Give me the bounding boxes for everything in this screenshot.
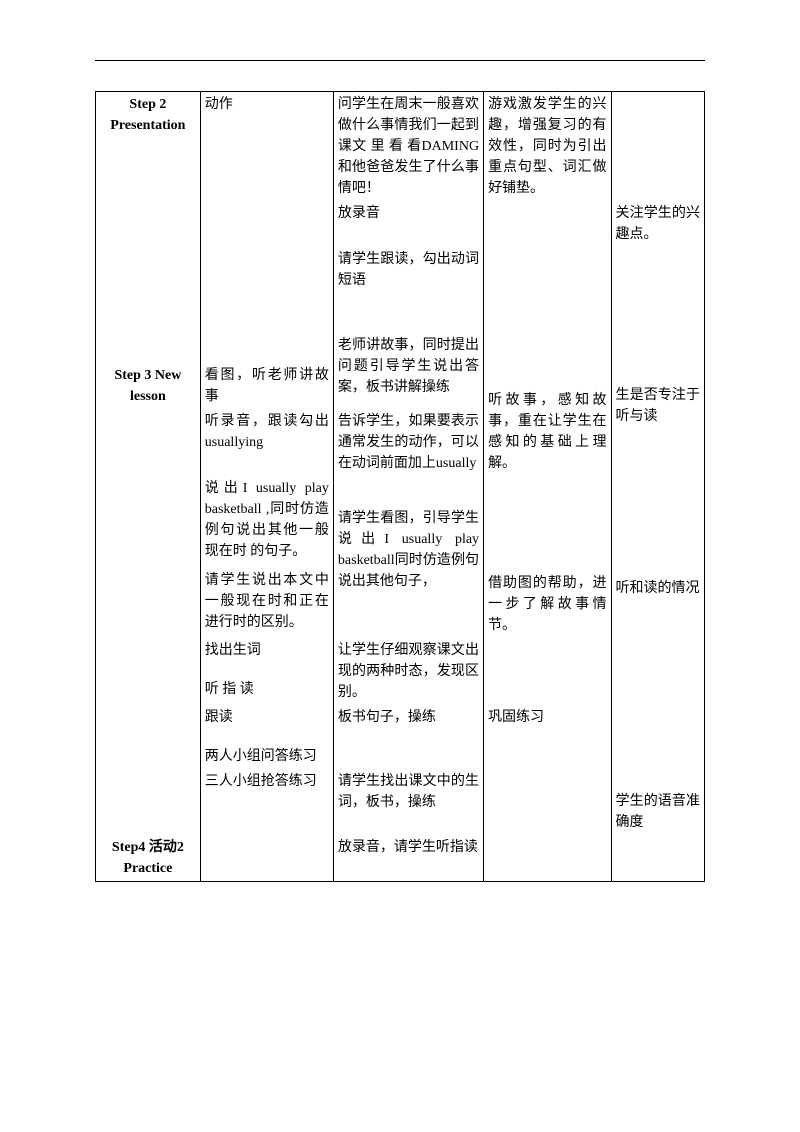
teacher-activity: 放录音，请学生听指读 [333, 835, 483, 882]
cell-text: 学生的语音准确度 [616, 791, 700, 833]
cell-text: 请学生跟读，勾出动词短语 [338, 249, 479, 291]
cell-text: 关注学生的兴趣点。 [616, 203, 700, 245]
cell-text: 听录音，跟读勾出usuallying [205, 411, 329, 453]
teacher-activity: 板书句子，操练 [333, 705, 483, 769]
cell-text: 请学生说出本文中一般现在时和正在进行时的区别。 [205, 570, 329, 633]
step-label: Step 2 Presentation [96, 92, 201, 294]
student-activity: 跟读 两人小组问答练习 [200, 705, 333, 769]
teacher-activity: 问学生在周末一般喜欢做什么事情我们一起到课文 里 看 看DAMING和他爸爸发生… [333, 92, 483, 202]
cell-text: 两人小组问答练习 [205, 746, 329, 767]
cell-text: 说出I usually play basketball ,同时仿造例句说出其他一… [205, 478, 329, 562]
cell-text: 放录音，请学生听指读 [338, 837, 479, 858]
teacher-activity: 让学生仔细观察课文出现的两种时态，发现区别。 [333, 638, 483, 705]
teacher-activity: 请学生跟读，勾出动词短语 [333, 247, 483, 293]
notes: 学生的语音准确度 [611, 769, 704, 835]
notes [611, 247, 704, 293]
cell-text: 听 指 读 [205, 679, 329, 700]
teacher-activity: 告诉学生，如果要表示通常发生的动作，可以在动词前面加上usually [333, 409, 483, 476]
purpose: 听故事，感知故事，重在让学生在感知的基础上理解。 [484, 293, 611, 476]
student-activity: 请学生说出本文中一般现在时和正在进行时的区别。 [200, 568, 333, 638]
step-label: Step4 活动2 Practice [96, 835, 201, 882]
teacher-activity: 老师讲故事，同时提出问题引导学生说出答案，板书讲解操练 [333, 293, 483, 409]
step-text: Step 3 New lesson [100, 365, 196, 407]
notes [611, 835, 704, 882]
teacher-activity: 放录音 [333, 201, 483, 247]
teacher-activity: 请学生看图，引导学生说出I usually play basketball同时仿… [333, 476, 483, 638]
student-activity: 听录音，跟读勾出usuallying [200, 409, 333, 476]
student-activity: 三人小组抢答练习 [200, 769, 333, 835]
cell-text: 请学生看图，引导学生说出I usually play basketball同时仿… [338, 508, 479, 592]
cell-text: 三人小组抢答练习 [205, 771, 329, 792]
notes: 听和读的情况 [611, 476, 704, 638]
notes: 生是否专注于听与读 [611, 293, 704, 476]
cell-text: 放录音 [338, 203, 479, 224]
purpose: 巩固练习 [484, 705, 611, 769]
teacher-activity: 请学生找出课文中的生词，板书，操练 [333, 769, 483, 835]
purpose [484, 835, 611, 882]
step-label: Step 3 New lesson [96, 293, 201, 835]
cell-text: 听和读的情况 [616, 578, 700, 599]
cell-text: 游戏激发学生的兴趣，增强复习的有效性，同时为引出重点句型、词汇做好铺垫。 [488, 94, 606, 199]
lesson-plan-table: Step 2 Presentation 动作 问学生在周末一般喜欢做什么事情我们… [95, 91, 705, 882]
cell-text: 找出生词 [205, 640, 329, 661]
table-row: Step 3 New lesson 看图，听老师讲故事 老师讲故事，同时提出问题… [96, 293, 705, 409]
cell-text: 告诉学生，如果要表示通常发生的动作，可以在动词前面加上usually [338, 411, 479, 474]
cell-text: 让学生仔细观察课文出现的两种时态，发现区别。 [338, 640, 479, 703]
cell-text: 问学生在周末一般喜欢做什么事情我们一起到课文 里 看 看DAMING和他爸爸发生… [338, 94, 479, 199]
student-activity: 说出I usually play basketball ,同时仿造例句说出其他一… [200, 476, 333, 568]
cell-text: 跟读 [205, 707, 329, 728]
top-rule [95, 60, 705, 61]
cell-text: 老师讲故事，同时提出问题引导学生说出答案，板书讲解操练 [338, 335, 479, 398]
page: Step 2 Presentation 动作 问学生在周末一般喜欢做什么事情我们… [0, 0, 800, 1132]
purpose [484, 638, 611, 705]
cell-text: 板书句子，操练 [338, 707, 479, 728]
cell-text: 看图，听老师讲故事 [205, 365, 329, 407]
notes [611, 92, 704, 202]
cell-text: 巩固练习 [488, 707, 606, 728]
notes [611, 638, 704, 705]
cell-text: 请学生找出课文中的生词，板书，操练 [338, 771, 479, 813]
purpose [484, 769, 611, 835]
student-activity: 看图，听老师讲故事 [200, 293, 333, 409]
notes [611, 705, 704, 769]
cell-text: 听故事，感知故事，重在让学生在感知的基础上理解。 [488, 390, 606, 474]
notes: 关注学生的兴趣点。 [611, 201, 704, 247]
table-row: Step 2 Presentation 动作 问学生在周末一般喜欢做什么事情我们… [96, 92, 705, 202]
student-activity [200, 835, 333, 882]
cell-text: 借助图的帮助，进一步了解故事情节。 [488, 573, 606, 636]
cell-text: 生是否专注于听与读 [616, 385, 700, 427]
purpose: 游戏激发学生的兴趣，增强复习的有效性，同时为引出重点句型、词汇做好铺垫。 [484, 92, 611, 294]
step-text: Step4 活动2 Practice [100, 837, 196, 879]
table-row: Step4 活动2 Practice 放录音，请学生听指读 [96, 835, 705, 882]
step-text: Step 2 Presentation [100, 94, 196, 136]
purpose: 借助图的帮助，进一步了解故事情节。 [484, 476, 611, 638]
cell-text: 动作 [205, 94, 329, 115]
student-activity: 动作 [200, 92, 333, 294]
student-activity: 找出生词 听 指 读 [200, 638, 333, 705]
